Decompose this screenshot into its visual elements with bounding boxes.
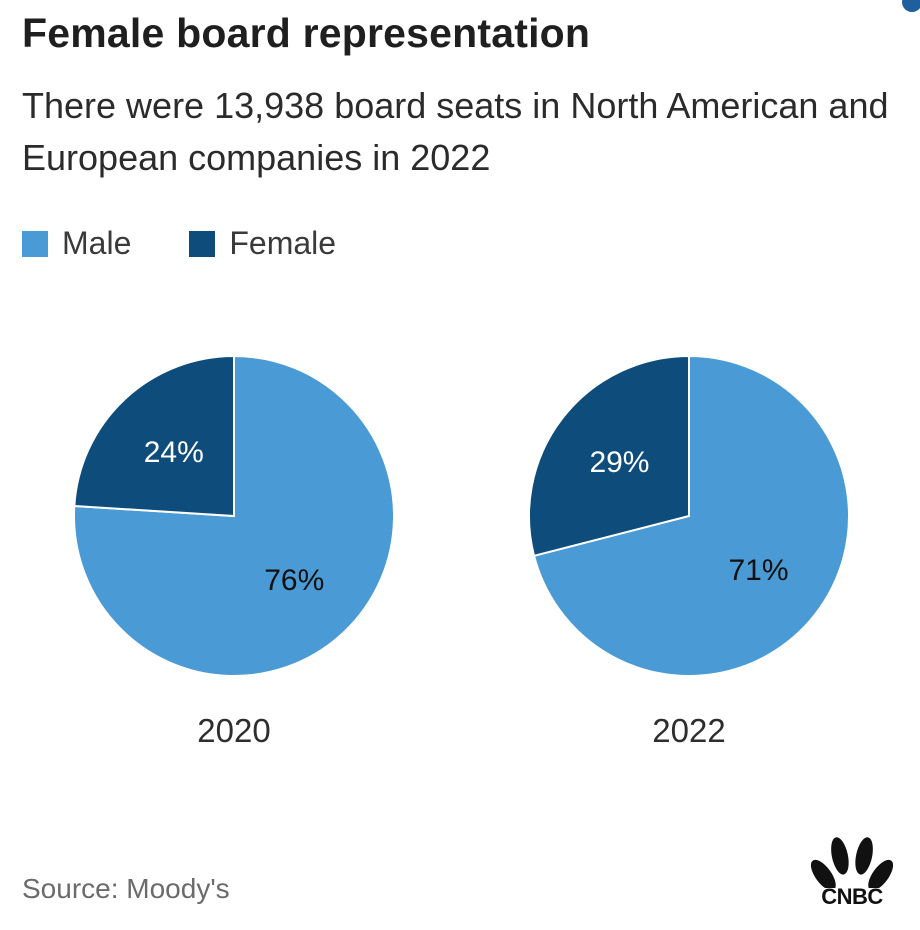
slice-label-2020-female: 24% [144, 436, 204, 469]
pie-slice-2022-male [532, 354, 850, 677]
chart-subtitle: There were 13,938 board seats in North A… [22, 85, 889, 178]
slice-label-2020-male: 76% [264, 564, 324, 597]
legend-label-male: Male [62, 225, 132, 261]
logo-text: CNBC [821, 884, 883, 909]
legend-item-male: Male [22, 225, 131, 262]
source-note: Source: Moody's [22, 873, 230, 904]
pie-year-label-2022: 2022 [652, 712, 725, 749]
corner-indicator [902, 0, 920, 12]
pie-slice-2020-female [73, 354, 235, 518]
legend: Male Female [22, 225, 394, 262]
cnbc-logo: CNBC [800, 832, 904, 914]
pie-year-label-2020: 2020 [197, 712, 270, 749]
legend-label-female: Female [229, 225, 337, 261]
legend-swatch-male [22, 230, 48, 257]
pie-slice-2022-female [528, 354, 690, 558]
legend-item-female: Female [189, 225, 336, 262]
slice-label-2022-male: 71% [729, 554, 789, 587]
chart-title: Female board representation [22, 10, 591, 56]
peacock-icon [810, 837, 894, 914]
slice-label-2022-female: 29% [589, 446, 649, 479]
legend-swatch-female [189, 230, 216, 257]
